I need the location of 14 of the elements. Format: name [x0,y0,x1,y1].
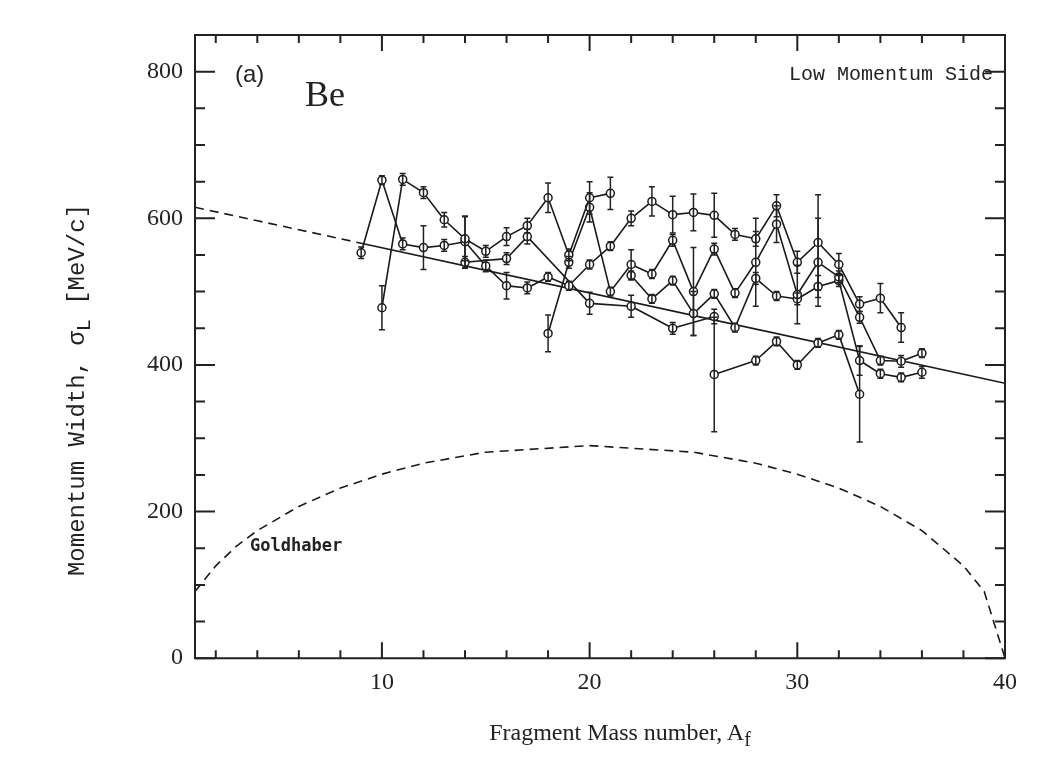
x-tick-label: 40 [993,667,1017,694]
y-tick-label: 800 [147,56,183,83]
y-tick-label: 0 [171,643,183,670]
annotation: (a) [235,59,265,87]
annotation: Goldhaber [250,534,343,555]
y-tick-label: 400 [147,350,183,377]
annotation: Be [305,74,345,115]
x-tick-label: 20 [577,667,602,694]
y-tick-label: 600 [147,203,183,230]
x-axis-title: Fragment Mass number, A$_{f}$ [489,719,751,751]
x-tick-label: 30 [785,667,810,694]
x-tick-label: 10 [369,667,394,694]
annotation: Low Momentum Side [788,63,993,87]
y-tick-label: 200 [147,496,183,523]
